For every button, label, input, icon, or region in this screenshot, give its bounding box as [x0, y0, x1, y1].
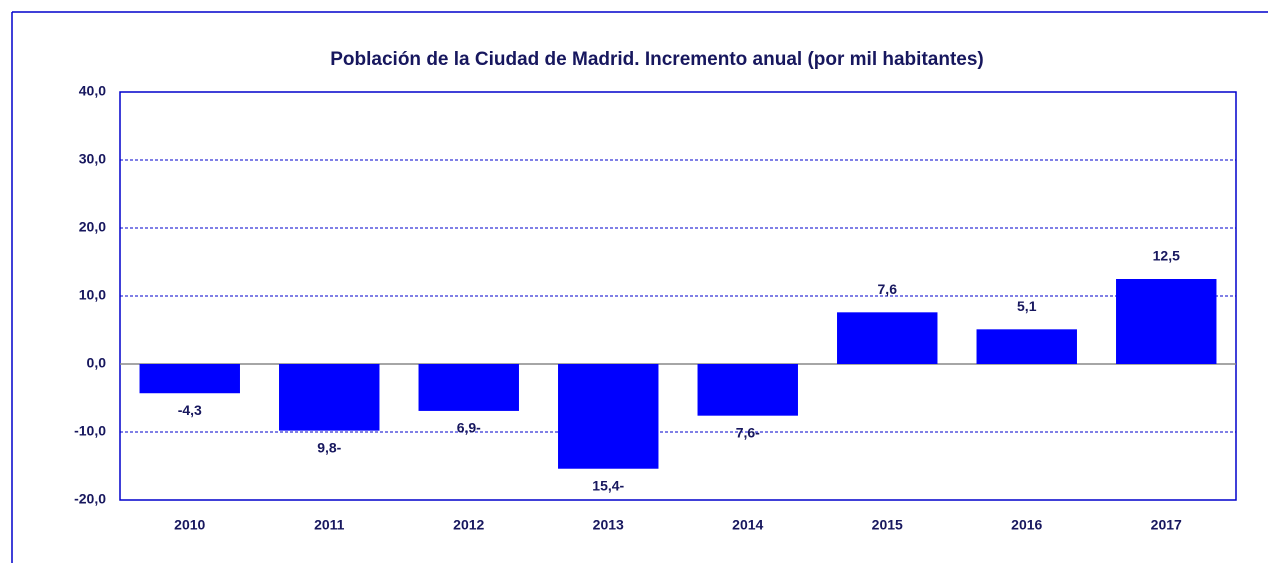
x-tick-label: 2012	[453, 517, 484, 533]
y-tick-label: -20,0	[74, 491, 106, 507]
x-tick-label: 2013	[593, 517, 624, 533]
y-tick-label: 20,0	[79, 219, 106, 235]
value-label: 15,4-	[592, 477, 624, 493]
y-tick-label: 40,0	[79, 83, 106, 99]
value-label: 6,9-	[457, 420, 481, 436]
x-tick-label: 2015	[872, 517, 903, 533]
y-tick-label: 0,0	[87, 355, 107, 371]
chart-title: Población de la Ciudad de Madrid. Increm…	[330, 49, 983, 70]
y-tick-label: 10,0	[79, 287, 106, 303]
bar	[837, 312, 938, 364]
x-tick-label: 2014	[732, 517, 763, 533]
y-tick-label: 30,0	[79, 151, 106, 167]
bar	[558, 364, 659, 469]
x-tick-label: 2016	[1011, 517, 1042, 533]
x-tick-label: 2010	[174, 517, 205, 533]
bar	[279, 364, 380, 431]
x-tick-label: 2011	[314, 517, 345, 533]
bar	[1116, 279, 1217, 364]
bar	[976, 329, 1077, 364]
value-label: 7,6	[878, 281, 898, 297]
bar	[418, 364, 519, 411]
value-label: 7,6-	[736, 424, 760, 440]
y-tick-label: -10,0	[74, 423, 106, 439]
value-label: -4,3	[178, 402, 202, 418]
plot-frame	[119, 91, 1237, 501]
bar	[697, 364, 798, 416]
x-tick-label: 2017	[1151, 517, 1182, 533]
value-label: 5,1	[1017, 298, 1037, 314]
bar	[139, 364, 240, 394]
value-label: 12,5	[1153, 248, 1180, 264]
value-label: 9,8-	[317, 439, 341, 455]
